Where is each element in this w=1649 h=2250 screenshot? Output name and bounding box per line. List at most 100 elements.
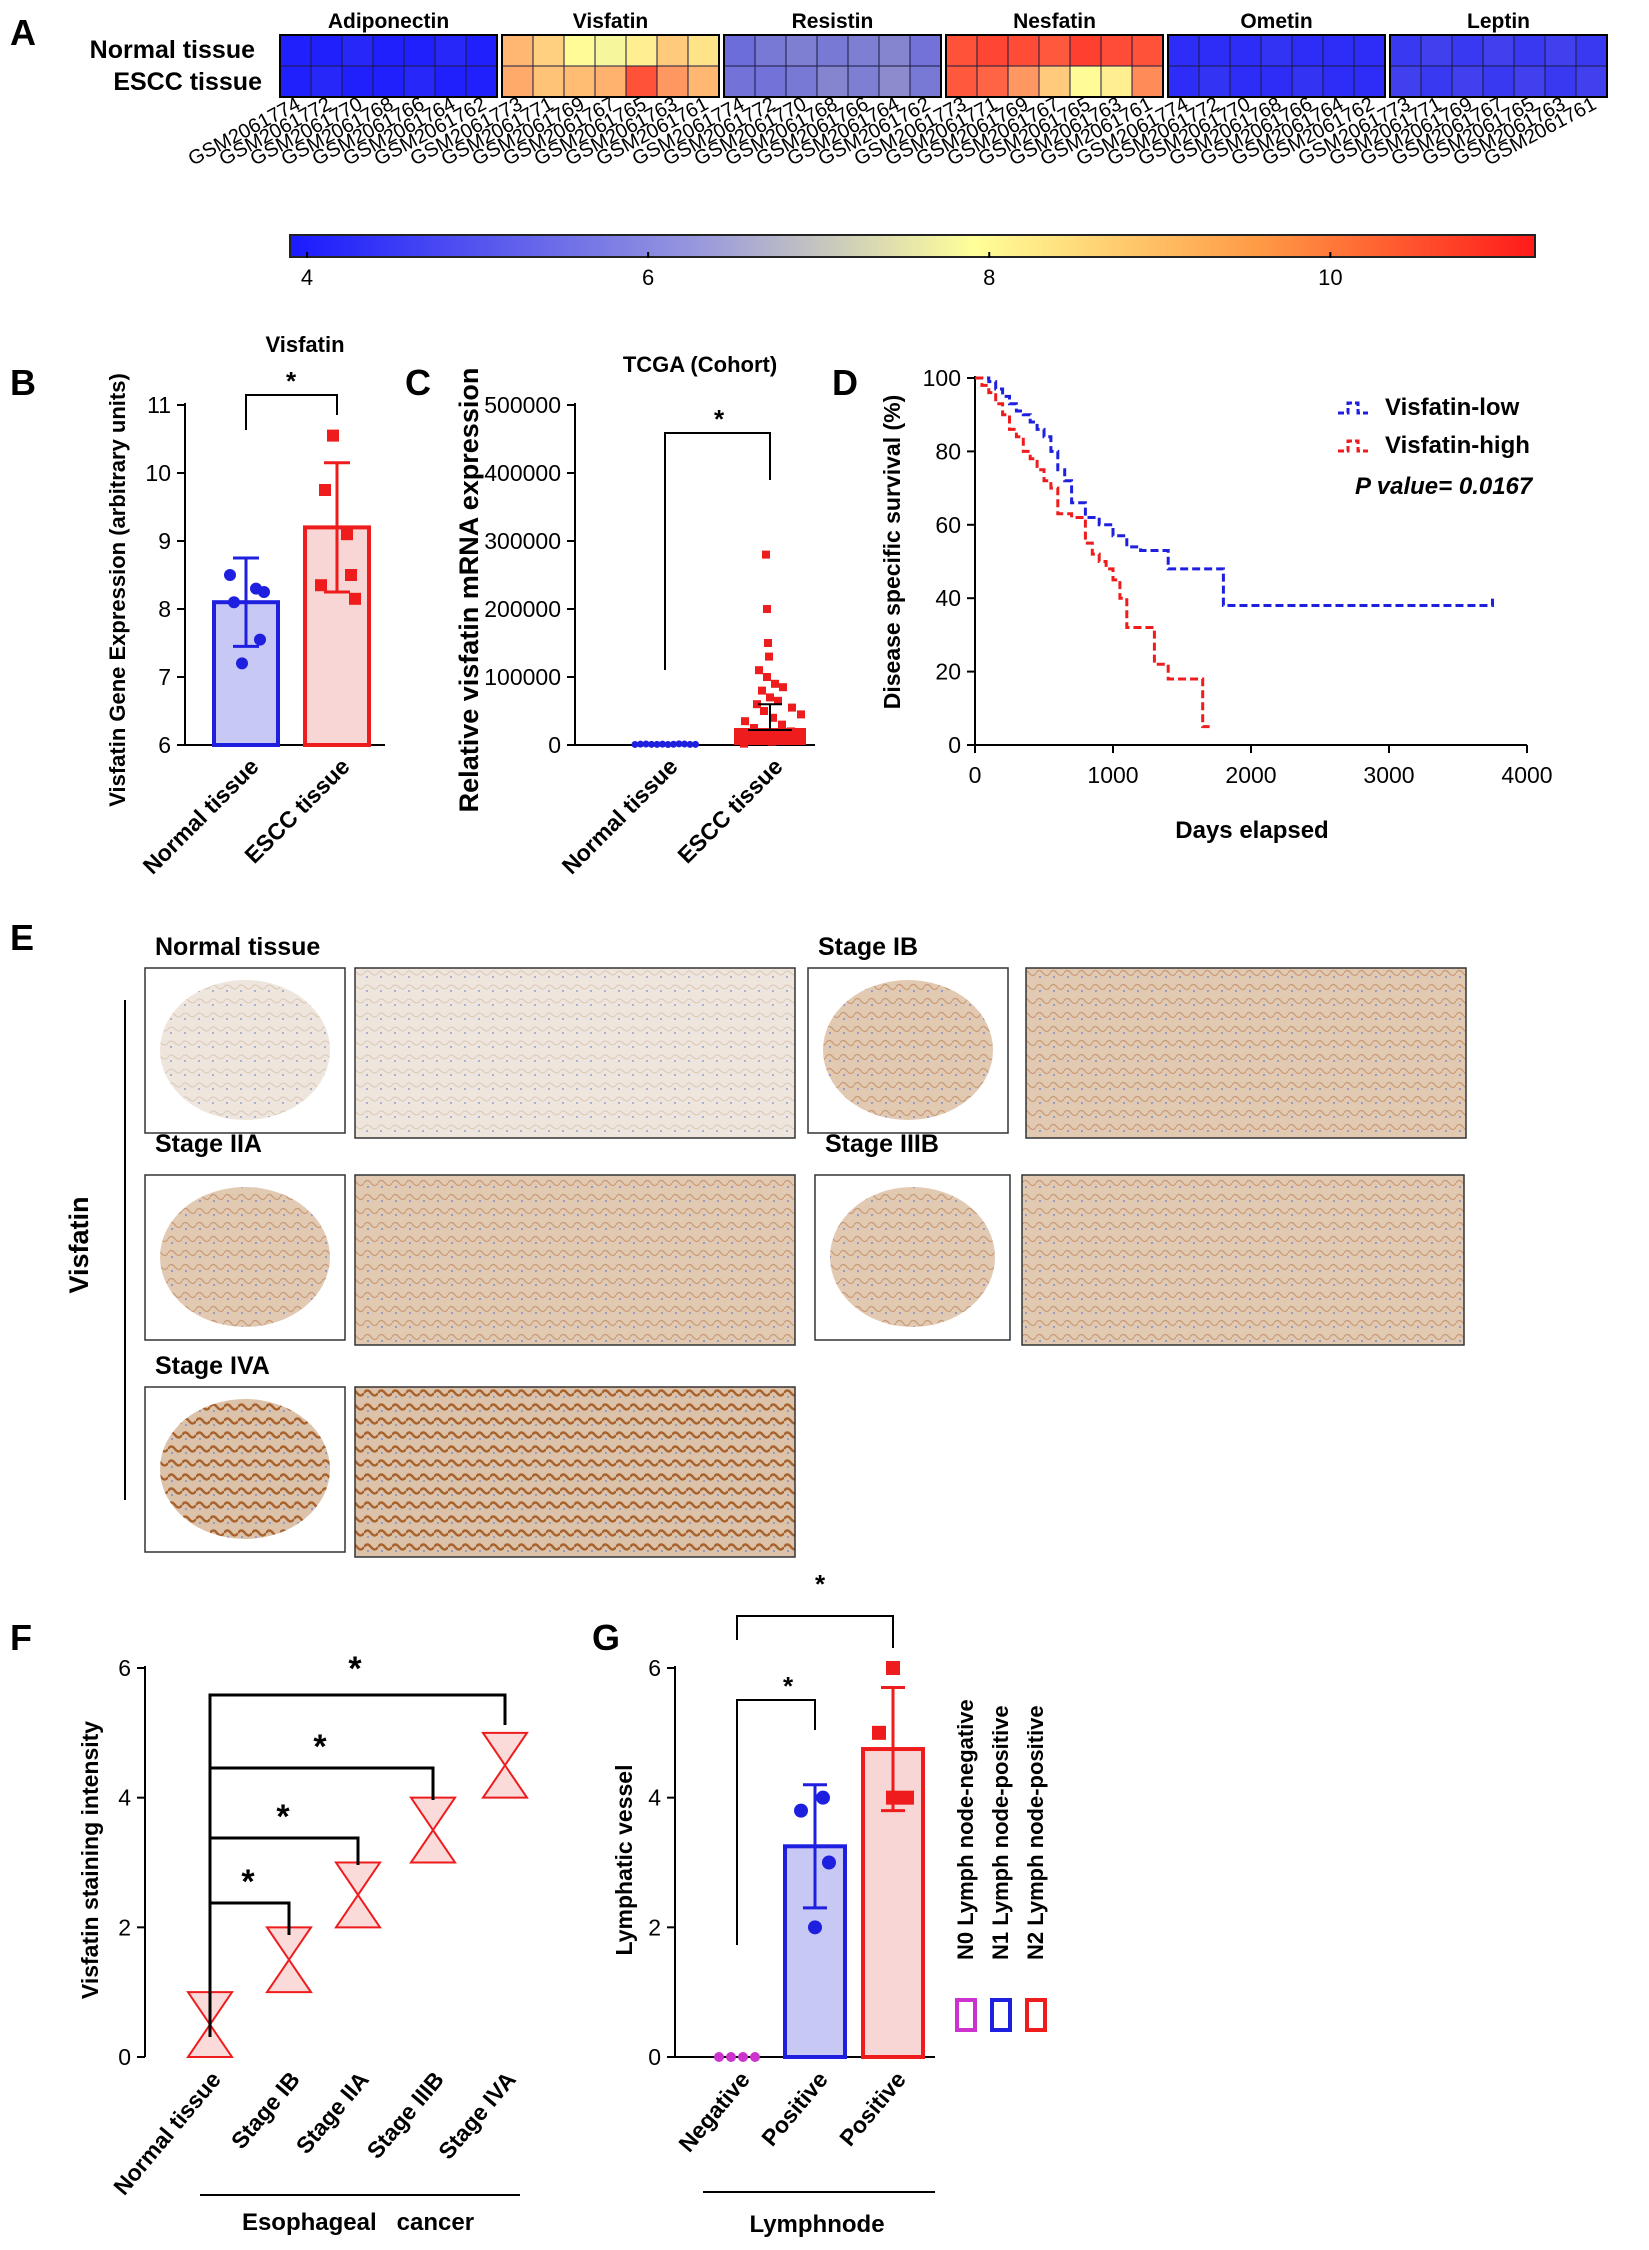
heatmap-cell [1229, 34, 1262, 67]
heatmap-cell [1575, 34, 1608, 67]
data-point [794, 1803, 808, 1818]
heatmap-cell [878, 34, 911, 67]
data-point [686, 740, 694, 748]
violin [481, 1731, 529, 1799]
violin [409, 1796, 457, 1864]
y-tick-label: 100 [923, 365, 961, 391]
data-point [681, 740, 688, 748]
heatmap-cell [878, 65, 911, 98]
heatmap-cell [501, 65, 534, 98]
data-point [738, 2052, 748, 2062]
legend-swatch [1338, 439, 1368, 453]
heatmap-group-label: Resistin [792, 10, 874, 33]
y-tick-label: 11 [147, 392, 171, 418]
heatmap-cell [279, 65, 312, 98]
heatmap-cell [1544, 34, 1577, 67]
heatmap-cell [687, 65, 720, 98]
violin [334, 1861, 382, 1929]
y-tick-label: 8 [158, 596, 171, 622]
data-point [750, 2052, 760, 2062]
heatmap-cell [434, 34, 467, 67]
heatmap-cell [976, 34, 1009, 67]
data-point [764, 639, 772, 647]
significance-star: * [241, 1863, 255, 1901]
data-point [670, 740, 677, 748]
data-point [236, 657, 248, 670]
heatmap-cell [909, 65, 942, 98]
data-point [763, 605, 771, 613]
heatmap-panel: Normal tissue ESCC tissue AdiponectinGSM… [90, 10, 1608, 290]
heatmap-cell [1131, 65, 1164, 98]
x-tick-label: 3000 [1363, 762, 1414, 788]
heatmap-cell [723, 65, 756, 98]
tissue-core [160, 1399, 330, 1539]
x-tick-label: 2000 [1225, 762, 1276, 788]
chart-d-ylabel: Disease specific survival (%) [879, 395, 905, 710]
heatmap-group-border [501, 34, 720, 98]
heatmap-cell [1069, 34, 1102, 67]
heatmap-cell [403, 34, 436, 67]
tissue-image [354, 967, 796, 1139]
legend-label: N2 Lymph node-positive [1023, 1705, 1048, 1960]
heatmap-cell [1513, 34, 1546, 67]
heatmap-cell [341, 65, 374, 98]
heatmap-group-border [1167, 34, 1386, 98]
significance-bracket [208, 1693, 507, 2037]
chart-b-title: Visfatin [265, 332, 344, 357]
data-point [778, 720, 786, 729]
y-tick-label: 20 [935, 659, 961, 685]
data-point [779, 683, 787, 692]
data-point [341, 528, 353, 541]
heatmap-cell [1575, 65, 1608, 98]
heatmap-cell [1007, 34, 1040, 67]
visfatin-expression-bar-chart: Visfatin Visfatin Gene Expression (arbit… [105, 332, 385, 879]
y-tick-label: 300000 [484, 528, 561, 554]
heatmap-cell [847, 34, 880, 67]
data-point [349, 592, 361, 605]
chart-f-ylabel: Visfatin staining intensity [77, 1721, 103, 1999]
heatmap-cell [1038, 65, 1071, 98]
data-point [816, 1790, 830, 1805]
y-tick-label: 7 [158, 664, 171, 690]
colorbar [289, 234, 1536, 258]
heatmap-group-label: Nesfatin [1013, 10, 1096, 33]
colorbar-tick-label: 6 [642, 265, 654, 290]
colorbar-tick-label: 4 [301, 265, 313, 290]
heatmap-cell [594, 65, 627, 98]
y-tick-label: 80 [935, 438, 961, 464]
data-point [254, 633, 266, 646]
heatmap-group-label: Leptin [1467, 10, 1530, 33]
data-point [653, 740, 661, 748]
y-tick-label: 4 [648, 1785, 661, 1811]
tissue-core [823, 980, 993, 1120]
heatmap-cell [847, 65, 880, 98]
heatmap-group-border [723, 34, 942, 98]
x-tick-label: 4000 [1501, 762, 1552, 788]
row-label-normal: Normal tissue [90, 36, 255, 64]
tissue-core [160, 1187, 330, 1327]
y-tick-label: 0 [648, 2044, 661, 2070]
y-tick-label: 2 [648, 1914, 661, 1940]
heatmap-cell [754, 34, 787, 67]
data-point [758, 686, 766, 695]
significance-bracket [736, 1615, 894, 1648]
data-point [637, 740, 644, 748]
chart-b-ylabel: Visfatin Gene Expression (arbitrary unit… [105, 373, 130, 807]
heatmap-cell [656, 65, 689, 98]
heatmap-cell [1482, 34, 1515, 67]
x-tick-label: Negative [673, 2067, 755, 2157]
significance-star: * [276, 1798, 290, 1836]
data-point [872, 1725, 886, 1740]
data-point [822, 1855, 836, 1870]
x-tick-label: Normal tissue [557, 753, 683, 879]
data-point [675, 740, 683, 748]
y-tick-label: 6 [158, 732, 171, 758]
survival-curve-chart: Disease specific survival (%) Days elaps… [879, 365, 1553, 844]
y-tick-label: 0 [118, 2044, 131, 2070]
data-point [763, 673, 771, 681]
heatmap-cell [1451, 65, 1484, 98]
data-point [886, 1661, 900, 1675]
x-tick-label: Stage IIA [291, 2067, 374, 2159]
image-label: Stage IB [818, 933, 918, 961]
